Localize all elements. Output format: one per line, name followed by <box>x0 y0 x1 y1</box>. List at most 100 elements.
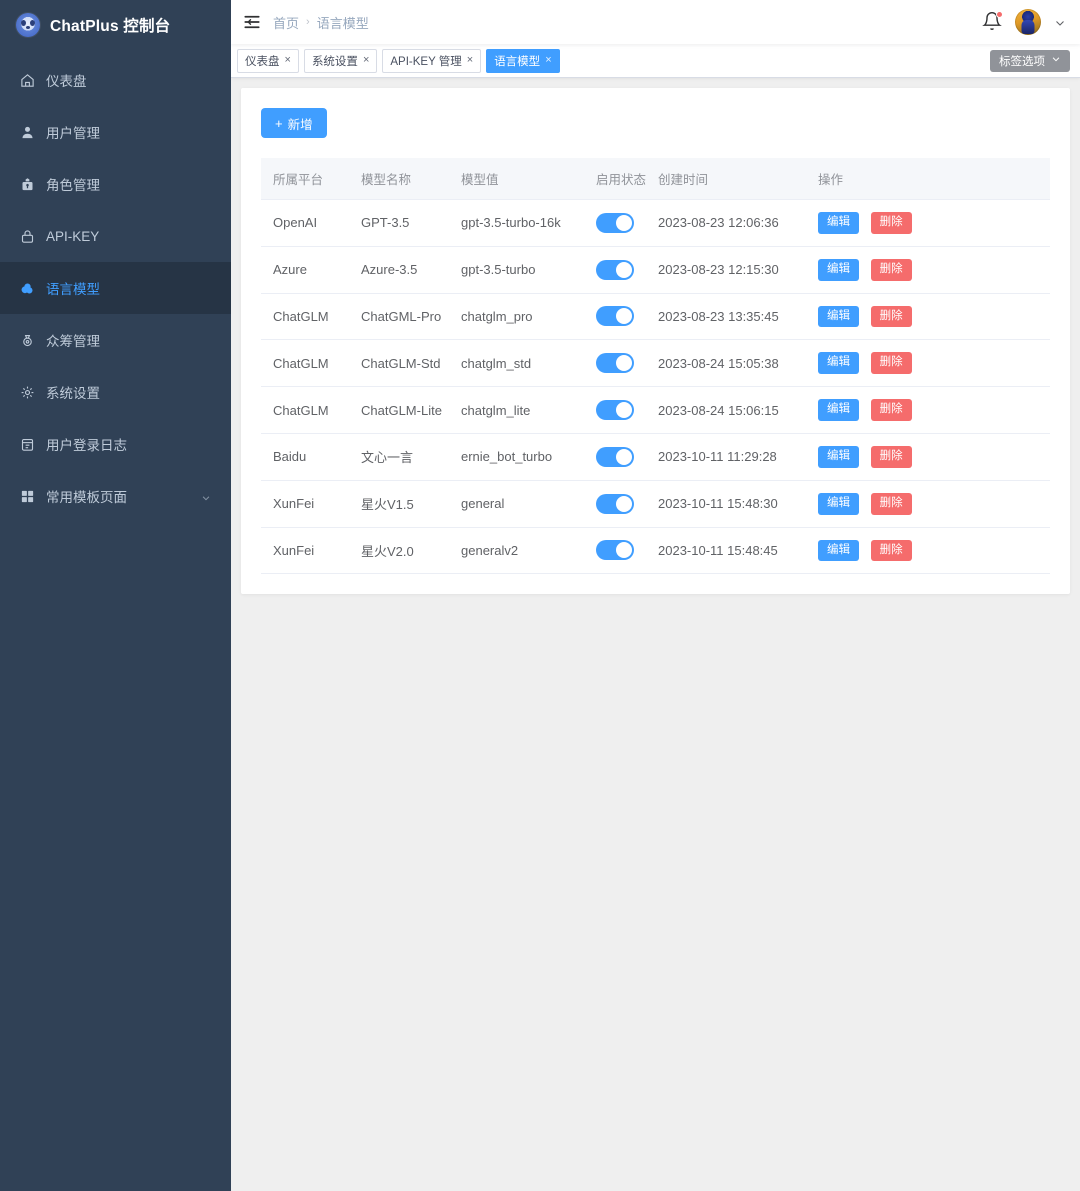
language-model-table: 所属平台 模型名称 模型值 启用状态 创建时间 操作 OpenAI GPT-3.… <box>261 158 1050 575</box>
cell-status <box>584 199 646 247</box>
edit-button[interactable]: 编辑 <box>818 258 859 281</box>
sidebar-item-label: API-KEY <box>46 228 100 244</box>
sidebar-menu: 仪表盘 用户管理 角色管理 API-KEY <box>0 54 231 522</box>
table-row: ChatGLM ChatGLM-Lite chatglm_lite 2023-0… <box>261 386 1050 434</box>
cell-name: ChatGLM-Lite <box>349 386 449 434</box>
tab-label: 语言模型 <box>494 55 541 68</box>
chevron-down-icon[interactable] <box>1054 16 1066 28</box>
edit-button[interactable]: 编辑 <box>818 352 859 375</box>
cell-created: 2023-10-11 15:48:30 <box>646 480 806 528</box>
edit-button[interactable]: 编辑 <box>818 305 859 328</box>
cell-name: ChatGML-Pro <box>349 293 449 341</box>
cell-created: 2023-08-23 13:35:45 <box>646 293 806 341</box>
table-row: XunFei 星火V1.5 general 2023-10-11 15:48:3… <box>261 480 1050 528</box>
sidebar-item-users[interactable]: 用户管理 <box>0 106 231 158</box>
cell-actions: 编辑 删除 <box>806 527 1050 575</box>
close-icon[interactable]: × <box>466 54 474 66</box>
table-row: ChatGLM ChatGLM-Std chatglm_std 2023-08-… <box>261 339 1050 388</box>
enable-toggle[interactable] <box>596 353 634 374</box>
grid-icon <box>18 487 36 505</box>
delete-button[interactable]: 删除 <box>870 305 912 328</box>
user-icon <box>18 123 36 141</box>
cell-name: Azure-3.5 <box>349 246 449 294</box>
notification-bell-icon[interactable] <box>982 11 1003 33</box>
tab-language-model[interactable]: 语言模型 × <box>486 48 560 73</box>
cell-value: gpt-3.5-turbo-16k <box>449 199 584 247</box>
sidebar-item-crowdfunding[interactable]: 众筹管理 <box>0 314 231 366</box>
edit-button[interactable]: 编辑 <box>818 399 859 421</box>
tab-options-label: 标签选项 <box>999 55 1045 68</box>
tab-options-dropdown[interactable]: 标签选项 <box>990 49 1070 72</box>
enable-toggle[interactable] <box>596 446 634 467</box>
delete-button[interactable]: 删除 <box>870 212 912 234</box>
sidebar-item-system-settings[interactable]: 系统设置 <box>0 366 231 418</box>
close-icon[interactable]: × <box>545 54 552 66</box>
cell-value: chatglm_lite <box>449 386 584 434</box>
delete-button[interactable]: 删除 <box>870 445 912 468</box>
delete-button[interactable]: 删除 <box>870 399 912 421</box>
edit-button[interactable]: 编辑 <box>818 492 859 515</box>
column-header-platform: 所属平台 <box>261 158 349 200</box>
sidebar-item-roles[interactable]: 角色管理 <box>0 158 231 210</box>
enable-toggle[interactable] <box>596 306 634 327</box>
edit-button[interactable]: 编辑 <box>818 212 859 234</box>
add-button[interactable]: + 新增 <box>261 108 327 138</box>
sidebar-item-apikey[interactable]: API-KEY <box>0 210 231 262</box>
tab-dashboard[interactable]: 仪表盘 × <box>237 48 299 73</box>
top-navbar: 首页 › 语言模型 <box>231 0 1080 44</box>
cell-platform: ChatGLM <box>261 293 349 341</box>
delete-button[interactable]: 删除 <box>870 258 912 281</box>
cell-actions: 编辑 删除 <box>806 199 1050 247</box>
breadcrumb: 首页 › 语言模型 <box>273 13 369 32</box>
cell-value: ernie_bot_turbo <box>449 433 584 481</box>
close-icon[interactable]: × <box>362 54 370 66</box>
column-header-actions: 操作 <box>806 158 1050 200</box>
sidebar-item-label: 常用模板页面 <box>46 490 127 505</box>
panda-logo-icon <box>16 13 40 37</box>
sidebar-item-login-logs[interactable]: 用户登录日志 <box>0 418 231 470</box>
cell-name: GPT-3.5 <box>349 199 449 247</box>
enable-toggle[interactable] <box>596 540 634 561</box>
close-icon[interactable]: × <box>284 54 291 66</box>
enable-toggle[interactable] <box>596 259 634 280</box>
medal-icon <box>18 331 36 349</box>
delete-button[interactable]: 删除 <box>870 492 912 515</box>
tab-apikey-management[interactable]: API-KEY 管理 × <box>382 48 482 73</box>
brand[interactable]: ChatPlus 控制台 <box>0 0 231 50</box>
calendar-icon <box>18 435 36 453</box>
delete-button[interactable]: 删除 <box>870 539 912 562</box>
brand-title: ChatPlus 控制台 <box>50 18 171 35</box>
sidebar-item-language-model[interactable]: 语言模型 <box>0 262 231 314</box>
tab-system-settings[interactable]: 系统设置 × <box>303 48 378 73</box>
sidebar-item-dashboard[interactable]: 仪表盘 <box>0 54 231 106</box>
home-icon <box>18 71 36 89</box>
cell-status <box>584 339 646 388</box>
table-row: XunFei 星火V2.0 generalv2 2023-10-11 15:48… <box>261 527 1050 575</box>
add-button-label: 新增 <box>287 117 313 132</box>
edit-button[interactable]: 编辑 <box>818 539 859 562</box>
sidebar-item-label: 众筹管理 <box>46 334 100 349</box>
cell-value: chatglm_std <box>449 339 584 388</box>
tab-label: API-KEY 管理 <box>390 55 462 68</box>
enable-toggle[interactable] <box>596 493 634 514</box>
edit-button[interactable]: 编辑 <box>818 445 859 468</box>
column-header-name: 模型名称 <box>349 158 449 200</box>
cell-value: general <box>449 480 584 528</box>
cell-actions: 编辑 删除 <box>806 433 1050 481</box>
delete-button[interactable]: 删除 <box>870 352 912 375</box>
content-area: + 新增 所属平台 模型名称 模型值 启用状态 创建时间 操作 <box>231 78 1080 595</box>
avatar[interactable] <box>1015 9 1041 35</box>
enable-toggle[interactable] <box>596 212 634 233</box>
cell-status <box>584 386 646 434</box>
cloud-icon <box>18 279 36 297</box>
sidebar-item-templates[interactable]: 常用模板页面 <box>0 470 231 522</box>
column-header-status: 启用状态 <box>584 158 646 200</box>
column-header-created: 创建时间 <box>646 158 806 200</box>
sidebar-item-label: 角色管理 <box>46 178 100 193</box>
cell-status <box>584 433 646 481</box>
hamburger-fold-icon[interactable] <box>243 13 261 31</box>
sidebar-item-label: 语言模型 <box>46 282 100 297</box>
cell-platform: ChatGLM <box>261 386 349 434</box>
breadcrumb-home[interactable]: 首页 <box>273 15 300 31</box>
enable-toggle[interactable] <box>596 400 634 421</box>
